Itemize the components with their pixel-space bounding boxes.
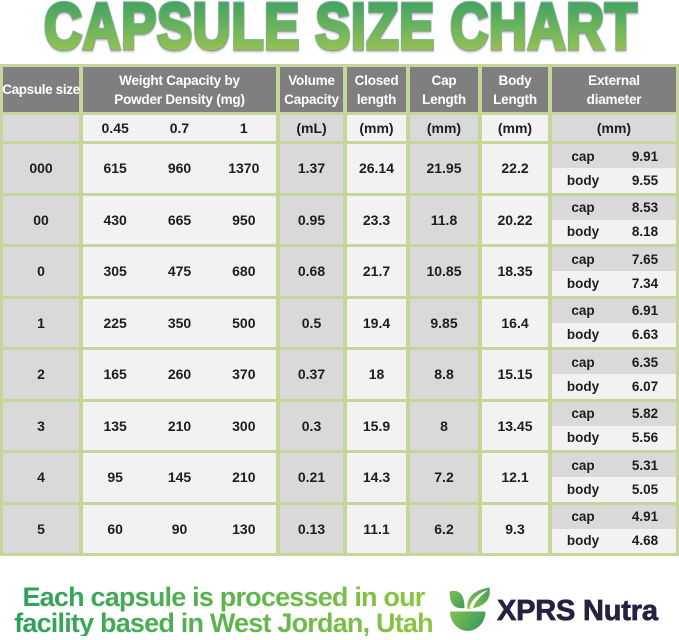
svg-text:CAPSULE SIZE CHART: CAPSULE SIZE CHART [44, 0, 638, 62]
svg-text:CAPSULE SIZE CHART: CAPSULE SIZE CHART [44, 0, 638, 62]
